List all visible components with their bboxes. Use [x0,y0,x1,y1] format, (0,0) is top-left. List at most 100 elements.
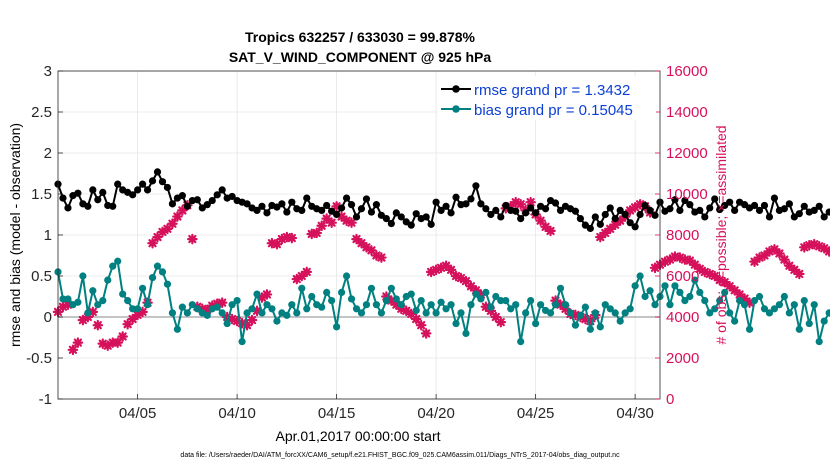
bias-point [168,309,177,317]
bias-point [631,282,639,290]
bias-point [193,305,201,313]
rmse-point [611,215,619,223]
obs-count-point [684,255,696,266]
bias-point [158,268,167,276]
rmse-point [770,194,779,202]
bias-point [611,309,619,317]
bias-point [487,303,495,311]
bias-point [377,309,385,317]
rmse-point [437,206,445,214]
bias-point [163,280,172,288]
rmse-point [462,200,470,208]
bias-point [138,284,147,292]
bias-point [467,301,475,309]
obs-count-point [784,260,795,272]
bias-point [432,309,440,317]
bias-point [382,297,390,305]
obs-count-point [445,264,457,276]
obs-count-point [709,270,721,282]
obs-count-point [117,331,128,342]
bias-point [740,301,749,309]
bias-point [74,298,82,306]
obs-count-point [271,238,283,250]
rmse-point [676,206,684,214]
obs-count-point [386,295,397,306]
rmse-point [263,209,271,217]
bias-point [691,276,699,284]
obs-count-point [714,274,726,286]
obs-count-point [67,344,79,356]
rmse-point [333,210,341,219]
bias-point [268,305,276,313]
left-y-tick-label: -0.5 [26,350,52,367]
obs-count-point [241,319,253,331]
bias-point [328,297,336,305]
bias-point [243,309,251,317]
x-tick-label: 04/20 [417,405,455,422]
bias-point [551,301,560,309]
bias-point [323,288,331,296]
bias-point [780,292,788,301]
obs-count-point [734,289,745,300]
bias-point [94,301,102,309]
obs-count-point [112,337,124,348]
bias-point [129,305,137,313]
rmse-point [203,201,211,209]
rmse-point [208,196,216,205]
bias-point [661,282,669,290]
rmse-point [318,206,326,214]
obs-count-point [400,305,412,317]
rmse-point [84,202,92,210]
obs-count-point [341,215,352,226]
rmse-point [183,202,191,210]
bias-point [606,305,614,313]
obs-count-point [803,239,815,251]
obs-count-point [246,314,258,326]
obs-count-point [649,262,661,274]
obs-count-point [769,244,780,255]
rmse-point [800,202,808,210]
left-y-tick-label: 2 [44,145,52,162]
bias-point [293,309,301,317]
rmse-point [576,215,585,223]
obs-count-point [301,266,313,278]
rmse-point [512,207,520,215]
rmse-point [158,178,167,186]
bias-point [482,288,490,296]
obs-count-point [97,338,109,349]
rmse-point [750,201,759,210]
bias-point [119,290,127,298]
obs-count-point [604,223,616,235]
obs-count-point [594,231,606,243]
rmse-point [382,215,390,223]
obs-count-point [704,268,716,280]
rmse-point [288,198,296,206]
bias-point [517,338,525,346]
obs-count-point [510,196,522,208]
legend-bias-label: bias grand pr = 0.15045 [474,102,633,119]
obs-count-point [580,313,591,325]
rmse-point [636,210,644,219]
left-y-tick-label: 0.5 [31,268,52,285]
obs-count-point [774,248,785,259]
bias-point [337,288,346,296]
bias-point [352,305,361,313]
rmse-point [820,213,828,221]
obs-count-point [694,263,706,275]
obs-count-point [296,270,308,282]
obs-count-point [336,211,347,222]
rmse-point [646,206,654,214]
obs-count-point [440,260,452,272]
rmse-point [497,213,505,221]
bias-point [696,288,704,296]
obs-count-point [92,319,104,331]
bias-point [457,309,465,317]
obs-count-point [798,242,810,253]
obs-count-point [57,301,69,313]
obs-count-point [764,246,775,257]
bias-point [213,303,221,311]
rmse-point [303,194,311,202]
bias-point [233,297,241,305]
right-y-axis-label: # of obs: o=possible; ×=assimilated [713,125,729,344]
obs-count-point [162,223,173,235]
